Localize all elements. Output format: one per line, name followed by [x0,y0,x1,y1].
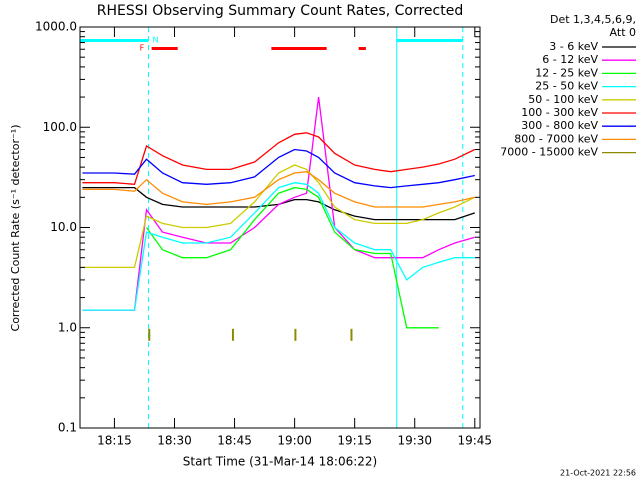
series-line [82,171,475,208]
y-tick-label: 100.0 [43,120,77,134]
night-bar [396,39,463,42]
x-tick-label: 19:15 [337,434,372,448]
x-tick-label: 18:30 [157,434,192,448]
x-tick-label: 18:15 [97,434,132,448]
x-tick-label: 19:45 [457,434,492,448]
series-line [82,186,476,221]
flare-bar [151,47,178,50]
y-tick-label: 1.0 [58,320,77,334]
legend-label: 7000 - 15000 keV [500,146,598,159]
chart-title: RHESSI Observing Summary Count Rates, Co… [97,3,463,19]
legend-label: 12 - 25 keV [535,66,598,79]
y-tick-label: 0.1 [58,421,77,435]
legend-label: 25 - 50 keV [535,80,598,93]
flare-label: F [140,44,145,53]
y-axis-label: Corrected Count Rate (s⁻¹ detector⁻¹) [9,125,22,332]
series-line [82,182,475,311]
flare-bar [271,47,327,50]
series-line [82,97,475,311]
series-line [82,164,476,269]
night-bar [80,39,149,42]
flare-bar [358,47,366,50]
legend-title: Att 0 [610,26,636,39]
legend-label: 100 - 300 keV [521,106,598,119]
series-line [145,186,439,329]
legend-label: 50 - 100 keV [528,93,598,106]
x-tick-label: 18:45 [217,434,252,448]
legend-label: 300 - 800 keV [521,119,598,132]
x-axis-label: Start Time (31-Mar-14 18:06:22) [183,455,377,469]
x-tick-label: 19:00 [277,434,312,448]
legend-label: 3 - 6 keV [549,40,598,53]
y-tick-label: 10.0 [50,220,77,234]
legend-label: 800 - 7000 keV [514,132,598,145]
series-line [82,132,476,185]
night-label: N [152,36,158,45]
y-tick-label: 1000.0 [35,20,77,34]
x-tick-label: 19:30 [397,434,432,448]
series-line [82,148,475,189]
footer: 21-Oct-2021 22:56 [560,469,636,478]
legend-title: Det 1,3,4,5,6,9, [550,13,636,26]
legend-label: 6 - 12 keV [542,53,598,66]
